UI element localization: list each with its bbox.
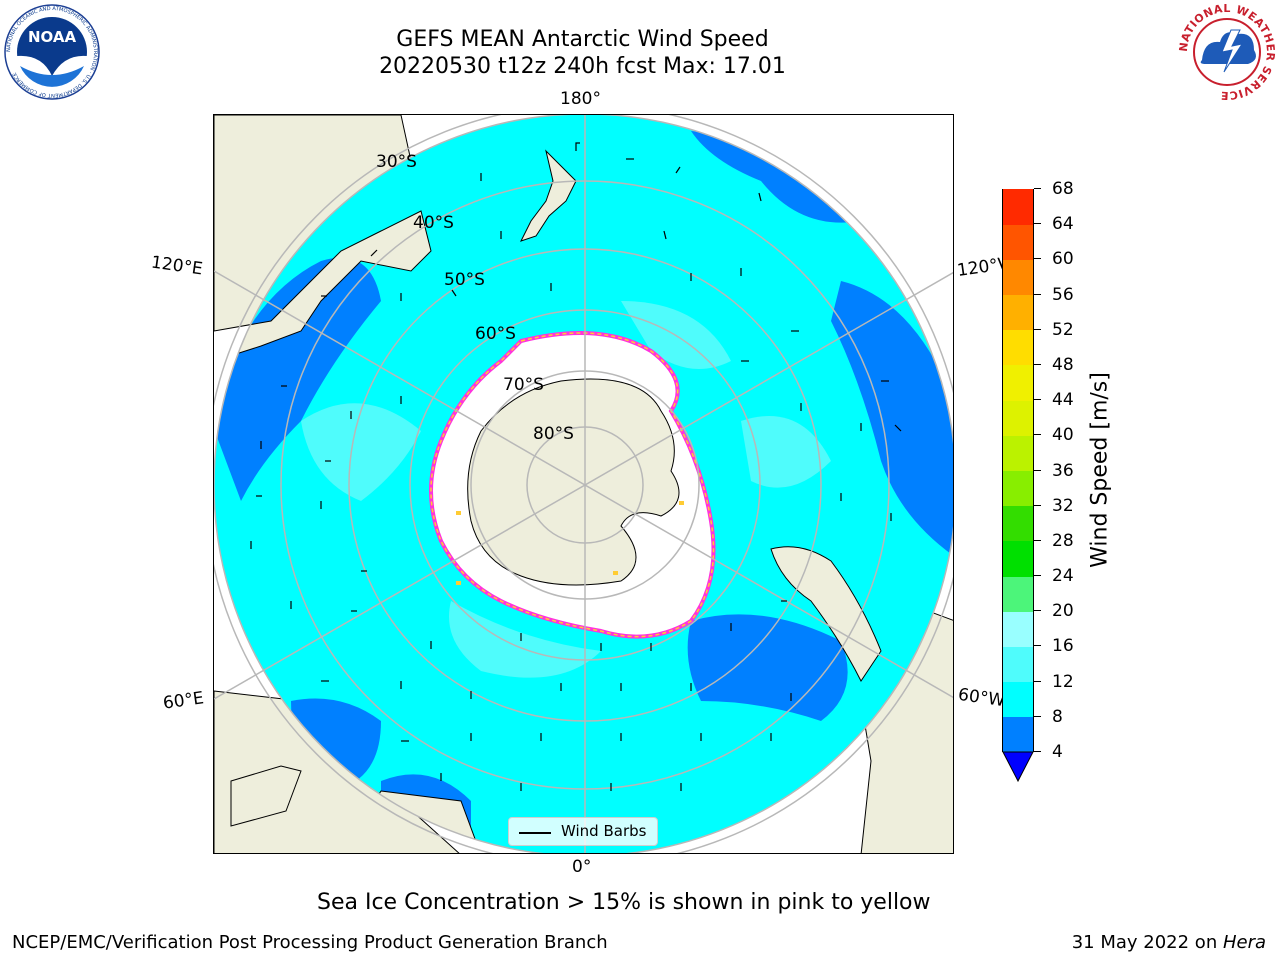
- colorbar-tick-label: 64: [1052, 214, 1074, 235]
- lon-label-60w: 60°W: [956, 684, 1007, 712]
- colorbar-segment: [1003, 646, 1033, 683]
- colorbar-segment: [1003, 224, 1033, 260]
- colorbar-tick: [1034, 399, 1041, 401]
- colorbar-tick: [1034, 575, 1041, 577]
- colorbar-segment: [1003, 329, 1033, 366]
- colorbar-tick: [1034, 223, 1041, 225]
- colorbar-tick: [1034, 751, 1041, 752]
- map-panel: [213, 114, 954, 854]
- colorbar-tick: [1034, 363, 1041, 365]
- colorbar-tick-label: 28: [1052, 530, 1074, 551]
- footer-date-text: 31 May 2022 on: [1071, 932, 1223, 953]
- wind-barbs: [250, 142, 902, 791]
- colorbar-segment: [1003, 189, 1033, 225]
- lat-label-70s: 70°S: [503, 375, 544, 395]
- colorbar-segment: [1003, 259, 1033, 296]
- lon-label-180: 180°: [560, 89, 601, 109]
- noaa-logo-text: NOAA: [28, 28, 77, 46]
- colorbar-tick: [1034, 539, 1041, 541]
- colorbar-segment: [1003, 576, 1033, 612]
- colorbar-tick: [1034, 504, 1041, 506]
- colorbar-tick-label: 20: [1052, 601, 1074, 622]
- lat-label-50s: 50°S: [444, 270, 485, 290]
- colorbar-tick: [1034, 680, 1041, 682]
- colorbar-tick: [1034, 715, 1041, 717]
- colorbar-tick-label: 52: [1052, 319, 1074, 340]
- noaa-logo: NOAA NATIONAL OCEANIC AND ATMOSPHERIC AD…: [4, 4, 100, 100]
- graticule: [214, 115, 953, 853]
- colorbar-tick: [1034, 188, 1041, 189]
- colorbar-segment: [1003, 400, 1033, 436]
- colorbar-tick: [1034, 293, 1041, 295]
- lon-label-0: 0°: [572, 857, 592, 877]
- colorbar-tick-label: 60: [1052, 249, 1074, 270]
- sea-ice-flecks: [456, 501, 684, 585]
- colorbar-segment: [1003, 470, 1033, 507]
- colorbar-segment: [1003, 435, 1033, 471]
- colorbar-tick-label: 8: [1052, 706, 1063, 727]
- footer-branch: NCEP/EMC/Verification Post Processing Pr…: [12, 932, 608, 953]
- footer-machine: Hera: [1222, 932, 1266, 953]
- polar-map: [214, 115, 953, 853]
- sea-ice-note: Sea Ice Concentration > 15% is shown in …: [317, 890, 931, 915]
- colorbar-segment: [1003, 681, 1033, 718]
- colorbar-tick-label: 40: [1052, 425, 1074, 446]
- lat-label-40s: 40°S: [413, 213, 454, 233]
- colorbar-tick-label: 44: [1052, 390, 1074, 411]
- colorbar-segment: [1003, 540, 1033, 577]
- colorbar-title: Wind Speed [m/s]: [1087, 372, 1113, 568]
- colorbar-tick-label: 56: [1052, 284, 1074, 305]
- colorbar-tick: [1034, 645, 1041, 647]
- plot-title: GEFS MEAN Antarctic Wind Speed: [396, 27, 769, 52]
- lat-label-60s: 60°S: [475, 324, 516, 344]
- colorbar-segment: [1003, 294, 1033, 331]
- lat-label-30s: 30°S: [376, 152, 417, 172]
- lon-label-60e: 60°E: [161, 688, 206, 714]
- colorbar-tick: [1034, 434, 1041, 436]
- colorbar-tick-label: 24: [1052, 566, 1074, 587]
- legend-label: Wind Barbs: [561, 822, 647, 840]
- colorbar-segment: [1003, 611, 1033, 647]
- colorbar-tick-label: 48: [1052, 354, 1074, 375]
- map-legend: Wind Barbs: [508, 817, 658, 846]
- colorbar-tick: [1034, 258, 1041, 260]
- footer-date: 31 May 2022 on Hera: [1072, 932, 1266, 953]
- colorbar-tick-label: 68: [1052, 179, 1074, 199]
- colorbar-tick: [1034, 469, 1041, 471]
- colorbar-tick-label: 32: [1052, 495, 1074, 516]
- colorbar-extend-arrow: [1002, 751, 1034, 783]
- colorbar-segment: [1003, 505, 1033, 542]
- colorbar: [1002, 189, 1034, 753]
- colorbar-tick-label: 4: [1052, 742, 1063, 762]
- colorbar-tick-label: 36: [1052, 460, 1074, 481]
- colorbar-tick: [1034, 328, 1041, 330]
- colorbar-segment: [1003, 364, 1033, 401]
- lon-label-120e: 120°E: [149, 252, 204, 280]
- colorbar-tick-label: 12: [1052, 671, 1074, 692]
- plot-subtitle: 20220530 t12z 240h fcst Max: 17.01: [379, 54, 786, 79]
- nws-logo: NATIONAL WEATHER SERVICE: [1177, 2, 1277, 100]
- colorbar-tick: [1034, 610, 1041, 612]
- wind-barb-legend-line: [519, 832, 551, 834]
- colorbar-segment: [1003, 716, 1033, 753]
- lat-label-80s: 80°S: [533, 424, 574, 444]
- colorbar-tick-label: 16: [1052, 636, 1074, 657]
